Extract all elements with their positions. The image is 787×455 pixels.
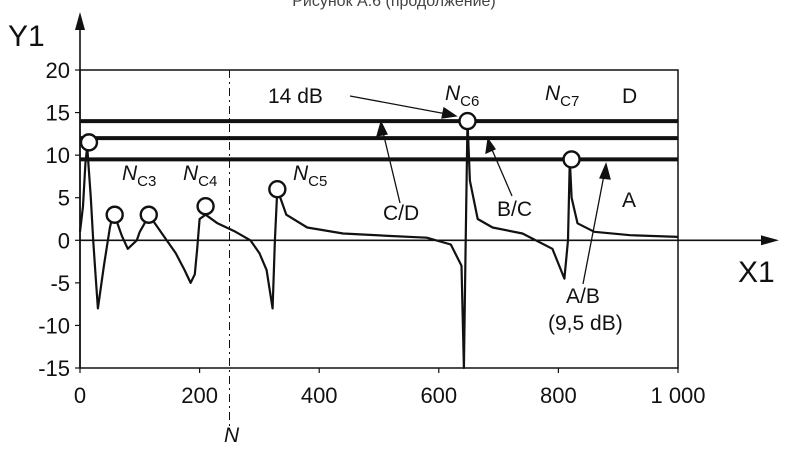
series-line-0 <box>78 119 679 370</box>
figure-caption: Рисунок А.6 (продолжение) <box>292 0 496 10</box>
y-tick-label: -5 <box>50 271 70 296</box>
leader-ab <box>582 169 606 285</box>
y-tick-label: -15 <box>38 356 70 381</box>
x-tick-label: 800 <box>540 383 577 408</box>
x-axis-arrow <box>761 235 779 246</box>
y-tick-label: 5 <box>58 186 70 211</box>
leader-14db <box>349 95 453 116</box>
label-nc7: NC7 <box>545 82 579 110</box>
x-axis-title: X1 <box>738 256 775 289</box>
leader-bc <box>489 144 513 197</box>
label-nc6: NC6 <box>445 82 479 110</box>
x-tick-label: 1 000 <box>650 383 705 408</box>
label-nc4: NC4 <box>183 162 217 190</box>
leader-cd-head <box>376 120 388 137</box>
y-axis-arrow <box>75 12 85 30</box>
zone-a-label: A <box>622 189 636 212</box>
label-ab: A/B <box>566 285 600 308</box>
leader-arrows <box>349 95 611 285</box>
zone-d-label: D <box>622 85 637 108</box>
label-14db: 14 dB <box>268 85 323 108</box>
peak-marker <box>79 133 99 152</box>
label-bc: B/C <box>497 198 532 221</box>
leader-cd <box>381 127 401 204</box>
x-tick-label: 0 <box>74 383 86 408</box>
label-cd: C/D <box>383 202 419 225</box>
y-tick-label: 20 <box>46 58 70 83</box>
label-nc3: NC3 <box>122 162 156 190</box>
y-tick-label: 10 <box>46 143 70 168</box>
peak-marker <box>268 179 287 199</box>
leader-14db-head <box>441 106 458 119</box>
leader-bc-head <box>485 137 496 155</box>
label-nc5: NC5 <box>293 162 327 190</box>
peak-marker <box>196 197 215 216</box>
y-tick-label: 15 <box>46 101 70 126</box>
label-ab-db: (9,5 dB) <box>548 312 623 335</box>
peak-marker <box>562 150 581 169</box>
peak-marker <box>105 205 124 224</box>
n-marker-label: N <box>224 424 240 447</box>
x-tick-label: 200 <box>181 383 218 408</box>
x-tick-label: 400 <box>301 383 338 408</box>
leader-ab-head <box>599 162 611 180</box>
y-axis-title: Y1 <box>8 20 45 53</box>
y-tick-label: 0 <box>58 228 70 253</box>
peak-marker <box>139 205 158 224</box>
peak-marker <box>458 111 477 131</box>
x-tick-label: 600 <box>420 383 457 408</box>
y-tick-label: -10 <box>38 313 70 338</box>
